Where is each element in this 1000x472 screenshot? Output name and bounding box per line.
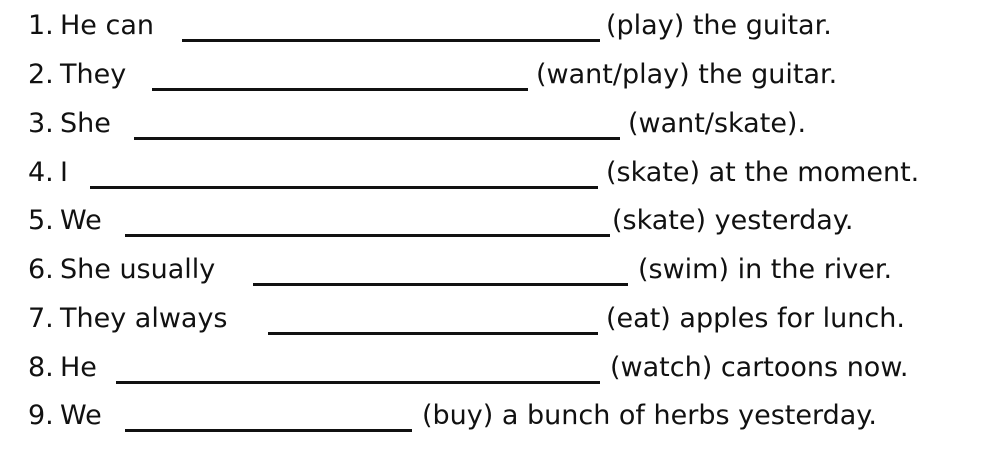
item-number: 7. [28, 303, 54, 334]
answer-blank[interactable] [182, 39, 600, 42]
item-hint: (watch) cartoons now. [610, 352, 909, 383]
answer-blank[interactable] [152, 88, 528, 91]
item-subject: They [60, 59, 127, 90]
item-number: 1. [28, 10, 54, 41]
answer-blank[interactable] [125, 234, 610, 237]
item-subject: We [60, 400, 102, 431]
item-subject: I [60, 157, 68, 188]
item-hint: (eat) apples for lunch. [606, 303, 905, 334]
item-subject: She usually [60, 254, 216, 285]
exercise-item: 7. They always (eat) apples for lunch. [0, 299, 1000, 345]
item-hint: (want/skate). [628, 108, 807, 139]
exercise-item: 1. He can (play) the guitar. [0, 6, 1000, 52]
item-subject: We [60, 205, 102, 236]
answer-blank[interactable] [134, 137, 620, 140]
item-subject: He can [60, 10, 154, 41]
item-number: 9. [28, 400, 54, 431]
item-hint: (want/play) the guitar. [536, 59, 838, 90]
exercise-item: 5. We (skate) yesterday. [0, 201, 1000, 247]
item-subject: She [60, 108, 111, 139]
item-hint: (skate) at the moment. [606, 157, 920, 188]
exercise-item: 3. She (want/skate). [0, 104, 1000, 150]
answer-blank[interactable] [90, 186, 598, 189]
exercise-item: 9. We (buy) a bunch of herbs yesterday. [0, 396, 1000, 442]
item-subject: They always [60, 303, 228, 334]
item-number: 4. [28, 157, 54, 188]
item-number: 2. [28, 59, 54, 90]
exercise-item: 2. They (want/play) the guitar. [0, 55, 1000, 101]
item-number: 8. [28, 352, 54, 383]
answer-blank[interactable] [125, 429, 412, 432]
exercise-item: 8. He (watch) cartoons now. [0, 348, 1000, 394]
exercise-item: 6. She usually (swim) in the river. [0, 250, 1000, 296]
item-number: 5. [28, 205, 54, 236]
item-subject: He [60, 352, 97, 383]
answer-blank[interactable] [253, 283, 628, 286]
answer-blank[interactable] [116, 381, 600, 384]
item-hint: (buy) a bunch of herbs yesterday. [422, 400, 878, 431]
item-hint: (skate) yesterday. [612, 205, 854, 236]
answer-blank[interactable] [268, 332, 598, 335]
item-number: 3. [28, 108, 54, 139]
item-hint: (play) the guitar. [606, 10, 832, 41]
exercise-item: 4. I (skate) at the moment. [0, 153, 1000, 199]
item-number: 6. [28, 254, 54, 285]
item-hint: (swim) in the river. [638, 254, 893, 285]
